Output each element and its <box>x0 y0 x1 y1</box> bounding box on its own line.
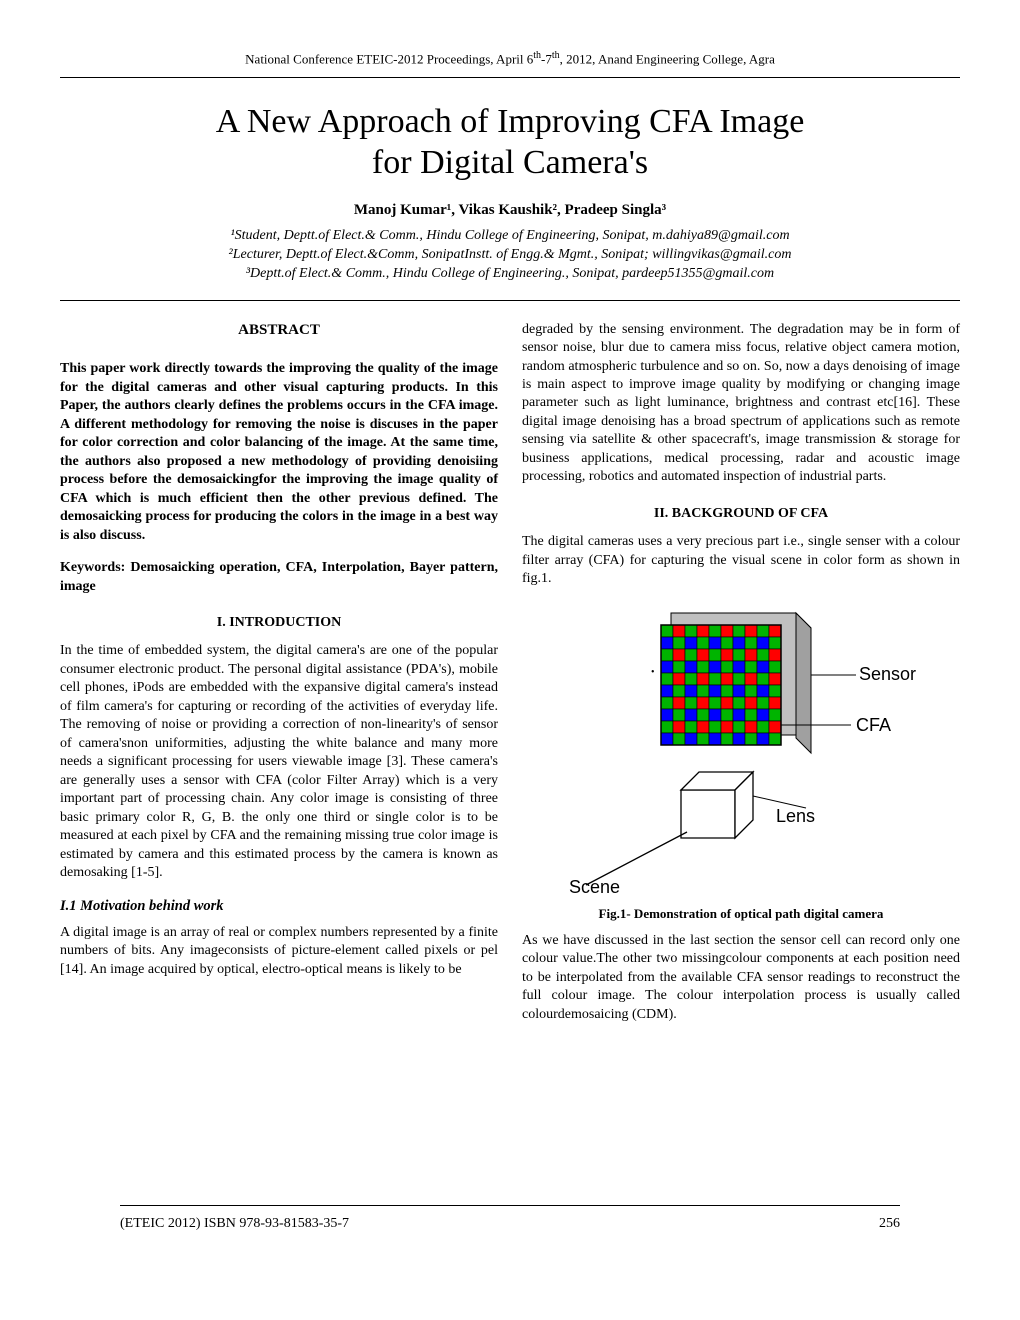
col2-continuation: degraded by the sensing environment. The… <box>522 321 960 487</box>
footer-page-number: 256 <box>879 1216 900 1232</box>
motivation-paragraph: A digital image is an array of real or c… <box>60 924 498 979</box>
intro-paragraph: In the time of embedded system, the digi… <box>60 642 498 882</box>
footer-rule <box>120 1205 900 1206</box>
svg-text:Scene: Scene <box>569 877 620 895</box>
paper-title: A New Approach of Improving CFA Image fo… <box>60 102 960 184</box>
footer-isbn: (ETEIC 2012) ISBN 978-93-81583-35-7 <box>120 1216 349 1232</box>
authors: Manoj Kumar¹, Vikas Kaushik², Pradeep Si… <box>60 202 960 219</box>
header-rule <box>60 77 960 78</box>
section-1-heading: I. INTRODUCTION <box>60 614 498 632</box>
keywords: Keywords: Demosaicking operation, CFA, I… <box>60 559 498 596</box>
conference-header: National Conference ETEIC-2012 Proceedin… <box>60 50 960 73</box>
cfa-paragraph-1: The digital cameras uses a very precious… <box>522 533 960 588</box>
figure-1-caption: Fig.1- Demonstration of optical path dig… <box>522 905 960 922</box>
cfa-paragraph-2: As we have discussed in the last section… <box>522 932 960 1024</box>
abstract-body: This paper work directly towards the imp… <box>60 360 498 545</box>
footer: (ETEIC 2012) ISBN 978-93-81583-35-7 256 <box>120 1216 900 1232</box>
svg-text:Sensor: Sensor <box>859 664 916 684</box>
affiliations: ¹Student, Deptt.of Elect.& Comm., Hindu … <box>60 227 960 284</box>
right-column: degraded by the sensing environment. The… <box>522 321 960 1025</box>
svg-text:CFA: CFA <box>856 715 891 735</box>
section-2-heading: II. BACKGROUND OF CFA <box>522 505 960 523</box>
abstract-heading: ABSTRACT <box>60 321 498 341</box>
svg-text:Lens: Lens <box>776 806 815 826</box>
subsection-1-1-heading: I.1 Motivation behind work <box>60 897 498 916</box>
title-rule <box>60 300 960 301</box>
svg-text:•: • <box>651 667 655 678</box>
left-column: ABSTRACT This paper work directly toward… <box>60 321 498 1025</box>
figure-1: • Sensor CFA Lens Scene <box>522 605 960 895</box>
